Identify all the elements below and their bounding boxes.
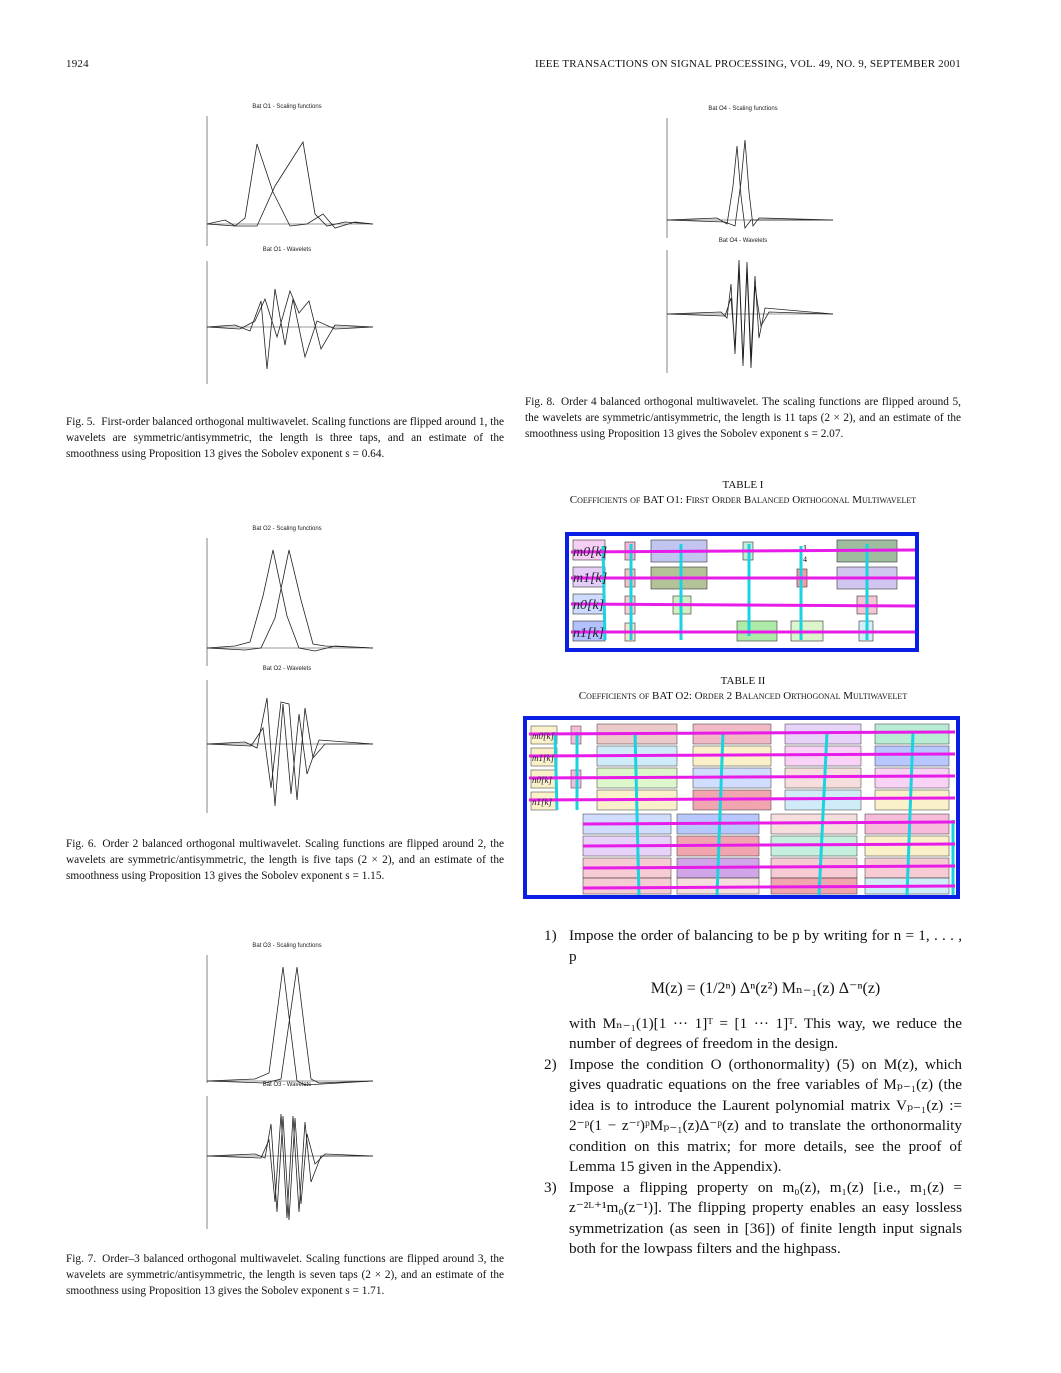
- fig7-caption-text: Order–3 balanced orthogonal multiwavelet…: [66, 1253, 504, 1297]
- item1-number: 1): [544, 927, 557, 944]
- table2-label: TABLE II Coefficients of BAT O2: Order 2…: [520, 674, 966, 704]
- table2-row-n1: n1[k]: [532, 797, 552, 807]
- fig7-caption: Fig. 7. Order–3 balanced orthogonal multi…: [66, 1251, 504, 1299]
- fig7-wavelet-plot: [206, 1096, 374, 1229]
- equation: M(z) = (1/2ⁿ) Δⁿ(z²) Mₙ₋₁(z) Δ⁻ⁿ(z): [650, 980, 881, 997]
- figure-5: Bat O1 - Scaling functions Bat O1 - Wave…: [195, 104, 385, 394]
- fig5-wavelets-title: Bat O1 - Wavelets: [262, 247, 312, 253]
- fig5-scaling-plot: [206, 116, 374, 246]
- fig8-caption-text: Order 4 balanced orthogonal multiwavelet…: [525, 396, 961, 440]
- fig6-wavelet-plot: [206, 680, 374, 813]
- table1-row-n1: n1[k]: [573, 626, 604, 641]
- journal-header: IEEE TRANSACTIONS ON SIGNAL PROCESSING, …: [534, 58, 961, 70]
- table1-grid: 1 4 m0[k] m1[k] n0[k] n1[k]: [570, 539, 915, 642]
- fig8-scaling-plot: [666, 118, 834, 238]
- body-text: 1) Impose the order of balancing to be p…: [544, 926, 962, 1260]
- item3-text: Impose a flipping property on m₀(z), m₁(…: [569, 1178, 962, 1258]
- table1-row-m1: m1[k]: [573, 571, 607, 586]
- fig6-scaling-title: Bat O2 - Scaling functions: [252, 526, 322, 532]
- table1-title: Coefficients of BAT O1: First Order Bala…: [569, 494, 917, 506]
- table2-row-m1: m1[k]: [532, 753, 554, 763]
- fig7-caption-label: Fig. 7.: [66, 1253, 97, 1265]
- table2-row-m0: m0[k]: [532, 731, 554, 741]
- fig8-wavelet-plot: [666, 250, 834, 373]
- table1-number: TABLE I: [722, 479, 764, 491]
- table2-grid: m0[k] m1[k] n0[k] n1[k]: [528, 723, 956, 895]
- table1-row-n0: n0[k]: [573, 598, 604, 613]
- figure-7: Bat O3 - Scaling functions Bat O3 - Wave…: [195, 943, 385, 1238]
- fig5-caption: Fig. 5. First-order balanced orthogonal m…: [66, 414, 504, 462]
- fig5-caption-text: First-order balanced orthogonal multiwav…: [66, 416, 505, 460]
- table2-number: TABLE II: [720, 675, 766, 687]
- fig8-wavelets-title: Bat O4 - Wavelets: [718, 238, 768, 244]
- fig5-wavelet-plot: [206, 261, 374, 384]
- item3-number: 3): [544, 1178, 557, 1196]
- item2-number: 2): [544, 1055, 557, 1073]
- fig5-caption-label: Fig. 5.: [66, 416, 96, 428]
- fig8-caption: Fig. 8. Order 4 balanced orthogonal multi…: [525, 394, 961, 442]
- item2-text: Impose the condition O (orthonormality) …: [569, 1055, 962, 1176]
- table1-row-m0: m0[k]: [573, 545, 607, 560]
- page-number: 1924: [66, 58, 89, 70]
- figure-8: Bat O4 - Scaling functions Bat O4 - Wave…: [655, 106, 845, 376]
- fig6-wavelets-title: Bat O2 - Wavelets: [262, 666, 312, 672]
- table1-label: TABLE I Coefficients of BAT O1: First Or…: [525, 478, 961, 508]
- table2: m0[k] m1[k] n0[k] n1[k]: [523, 716, 960, 899]
- fig6-scaling-plot: [206, 538, 374, 666]
- table2-row-n0: n0[k]: [532, 775, 552, 785]
- fig7-scaling-plot: [206, 955, 374, 1086]
- list-item-3: 3) Impose a flipping property on m₀(z), …: [544, 1178, 962, 1260]
- figure-6: Bat O2 - Scaling functions Bat O2 - Wave…: [195, 526, 385, 821]
- item1-text: Impose the order of balancing to be p by…: [569, 927, 962, 965]
- fig6-caption-label: Fig. 6.: [66, 838, 97, 850]
- fig7-scaling-title: Bat O3 - Scaling functions: [252, 943, 322, 949]
- table1: 1 4 m0[k] m1[k] n0[k] n1[k]: [565, 532, 919, 652]
- fig8-caption-label: Fig. 8.: [525, 396, 556, 408]
- fig6-caption-text: Order 2 balanced orthogonal multiwavelet…: [66, 838, 504, 882]
- fig7-wavelets-title: Bat O3 - Wavelets: [262, 1082, 312, 1088]
- fig8-scaling-title: Bat O4 - Scaling functions: [708, 106, 778, 112]
- list-item-1: 1) Impose the order of balancing to be p…: [544, 926, 962, 1055]
- svg-text:4: 4: [803, 555, 807, 564]
- item1-continuation: with Mₙ₋₁(1)[1 ··· 1]ᵀ = [1 ··· 1]ᵀ. Thi…: [569, 1014, 962, 1053]
- list-item-2: 2) Impose the condition O (orthonormalit…: [544, 1055, 962, 1178]
- fig6-caption: Fig. 6. Order 2 balanced orthogonal multi…: [66, 836, 504, 884]
- fig5-scaling-title: Bat O1 - Scaling functions: [252, 104, 322, 110]
- table2-title: Coefficients of BAT O2: Order 2 Balanced…: [578, 690, 908, 702]
